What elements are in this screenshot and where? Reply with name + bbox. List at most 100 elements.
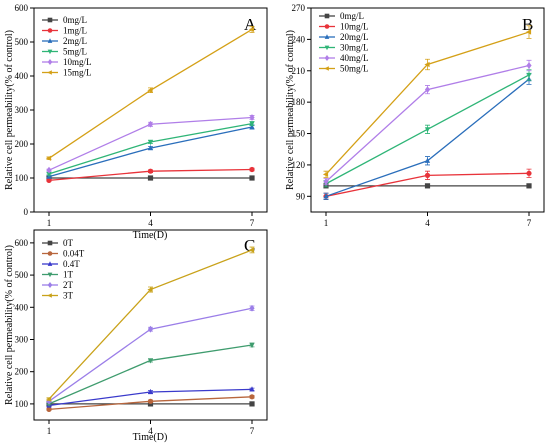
panel-c-series-line-5: [48, 249, 253, 400]
panel-c-xtick-label-1: 4: [148, 426, 153, 436]
panel-c-point-4-2: [249, 304, 255, 312]
panel-b-xtick-label-0: 1: [324, 218, 329, 228]
panel-b-point-2-1: [424, 157, 431, 163]
panel-a-legend-marker-0: [47, 17, 53, 23]
panel-a-point-1-0: [46, 177, 52, 183]
panel-b-point-0-1: [424, 183, 431, 189]
panel-b-legend-marker-5: [324, 66, 329, 71]
panel-b-xtick-label-1: 4: [425, 218, 430, 228]
panel-a-point-1-2: [249, 166, 255, 173]
panel-b-legend-label-5: 50mg/L: [340, 64, 369, 74]
panel-b-series: [322, 25, 532, 200]
panel-c-xtick-label-2: 7: [250, 426, 255, 436]
panel-c-legend-label-3: 1T: [63, 270, 74, 280]
panel-c-legend-label-2: 0.4T: [63, 259, 80, 269]
panel-a-legend-marker-5: [47, 70, 52, 75]
panel-c-point-4-1: [147, 325, 154, 333]
panel-b-point-5-2: [525, 29, 532, 35]
panel-b-letter: B: [522, 15, 533, 34]
panel-c-legend-label-1: 0.04T: [63, 249, 85, 259]
panel-b-legend-label-0: 0mg/L: [340, 11, 364, 21]
panel-c-series-line-4: [48, 307, 253, 402]
panel-c-point-0-2: [249, 401, 255, 407]
panel-b-ytick-label-3: 180: [292, 97, 306, 107]
panel-c-point-5-1: [147, 286, 153, 293]
panel-b-legend-label-1: 10mg/L: [340, 22, 369, 32]
panel-c-point-1-1: [147, 398, 154, 404]
panel-b-ytick-label-6: 270: [292, 3, 306, 13]
panel-a-xtick-label-2: 7: [250, 218, 255, 228]
panel-b-legend-marker-1: [324, 24, 330, 29]
panel-b-legend-label-3: 30mg/L: [340, 43, 369, 53]
panel-c-legend-label-0: 0T: [63, 238, 74, 248]
panel-c-series: [45, 246, 255, 412]
panel-b-ytick-label-5: 240: [292, 34, 306, 44]
panel-b-ticks: 90 120 150 180 210 240 270 1 4 7: [292, 3, 532, 228]
panel-a-point-3-0: [46, 171, 52, 178]
panel-a-point-0-1: [147, 175, 154, 181]
panel-a-point-4-2: [249, 114, 255, 121]
panel-a-xlabel: Time(D): [133, 230, 168, 241]
panel-c-ytick-label-1: 200: [15, 367, 29, 377]
panel-c-legend-marker-3: [47, 272, 53, 278]
panel-a-legend-label-4: 10mg/L: [63, 57, 92, 67]
panel-a-ticks: 0 100 200 300 400 500 600 1 4 7: [15, 3, 255, 228]
panel-a-point-4-0: [46, 166, 52, 174]
panel-a-point-1-1: [147, 168, 154, 174]
panel-a-point-4-1: [147, 120, 154, 128]
panel-a-legend-label-1: 1mg/L: [63, 26, 87, 36]
panel-b-point-2-0: [323, 193, 329, 199]
panel-a-point-3-1: [147, 139, 154, 146]
panel-c-legend-label-4: 2T: [63, 280, 74, 290]
panel-c-letter: C: [244, 236, 255, 255]
panel-b-legend-marker-2: [324, 34, 330, 39]
panel-a-point-5-0: [45, 155, 52, 161]
panel-c-legend-marker-0: [47, 240, 53, 246]
panel-a: A Time(D) Relative cell permeability(% o…: [4, 3, 268, 241]
panel-a-legend-marker-4: [47, 59, 53, 65]
panel-b-point-4-2: [526, 62, 532, 69]
panel-c-ytick-label-5: 600: [15, 238, 29, 248]
panel-a-ytick-label-2: 200: [15, 139, 29, 149]
panel-c-ytick-label-3: 400: [15, 302, 29, 312]
panel-b-legend-label-4: 40mg/L: [340, 53, 369, 63]
panel-c-point-2-1: [147, 388, 154, 395]
panel-a-ytick-label-0: 0: [24, 207, 29, 217]
panel-c-ytick-label-4: 500: [15, 270, 29, 280]
panel-a-xtick-label-0: 1: [47, 218, 52, 228]
panel-b-point-1-1: [424, 172, 431, 178]
panel-c-point-5-2: [248, 247, 255, 253]
panel-a-ytick-label-1: 100: [15, 173, 29, 183]
panel-b-ytick-label-2: 150: [292, 129, 306, 139]
panel-b-point-5-1: [424, 61, 430, 68]
panel-a-legend-label-3: 5mg/L: [63, 47, 87, 57]
panel-b-legend-marker-0: [324, 13, 330, 19]
panel-a-series: [45, 25, 255, 183]
panel-b-point-4-0: [323, 178, 329, 186]
panel-c-xlabel: Time(D): [133, 432, 168, 443]
panel-a-point-5-1: [147, 87, 153, 93]
panel-c-point-1-2: [249, 394, 255, 400]
panel-c-ytick-label-0: 100: [15, 399, 29, 409]
panel-c-legend-label-5: 3T: [63, 291, 74, 301]
panel-c-point-3-1: [147, 358, 154, 364]
panel-a-point-2-1: [147, 144, 154, 151]
panel-c-ylabel: Relative cell permeability(% of control): [4, 245, 15, 405]
panel-a-legend-label-0: 0mg/L: [63, 15, 87, 25]
panel-b-ylabel: Relative cell permeability(% of control): [285, 30, 296, 190]
panel-b-point-1-2: [526, 170, 532, 176]
panel-b-legend-label-2: 20mg/L: [340, 32, 369, 42]
panel-c-legend-marker-4: [47, 282, 53, 288]
panel-b-legend-marker-4: [324, 55, 330, 61]
panel-a-legend-marker-1: [47, 28, 53, 33]
panel-a-letter: A: [244, 15, 257, 34]
panel-b-xtick-label-2: 7: [527, 218, 532, 228]
panel-a-ylabel: Relative cell permeability(% of control): [4, 30, 15, 190]
panel-b-ytick-label-1: 120: [292, 160, 306, 170]
panel-b-point-3-2: [526, 72, 532, 79]
panel-c-legend-marker-2: [47, 261, 53, 266]
panel-c-legend-marker-5: [47, 293, 52, 298]
